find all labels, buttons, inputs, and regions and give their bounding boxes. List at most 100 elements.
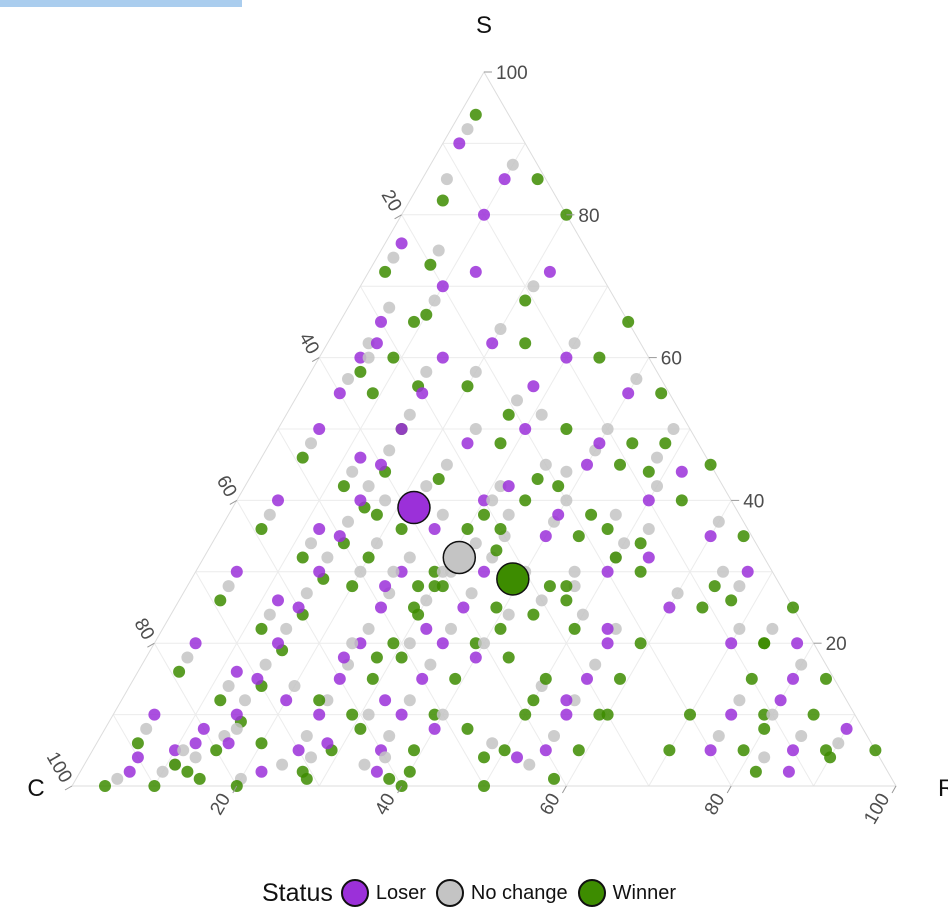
point-winner	[502, 651, 515, 664]
point-loser	[791, 637, 804, 650]
point-loser	[416, 387, 429, 400]
point-loser	[539, 530, 552, 543]
point-no-change	[379, 751, 392, 764]
ternary-plot: 20 20 20 40 40 40 60 60 60 80 80 80 100 100 100 S C R	[27, 12, 948, 828]
point-winner	[519, 294, 532, 307]
point-loser	[148, 708, 161, 721]
point-no-change	[177, 744, 190, 757]
point-winner	[737, 530, 750, 543]
point-winner	[478, 751, 490, 764]
point-winner	[379, 265, 392, 278]
point-no-change	[342, 515, 354, 528]
point-winner	[403, 765, 416, 778]
point-no-change	[239, 694, 251, 707]
point-loser	[222, 737, 235, 750]
point-winner	[296, 551, 309, 564]
point-loser	[601, 622, 614, 635]
point-loser	[272, 637, 284, 650]
tick-label-s: 100	[496, 63, 528, 84]
point-winner	[424, 258, 437, 271]
centroid-winner	[496, 562, 530, 596]
point-winner	[461, 523, 474, 535]
point-no-change	[156, 765, 169, 778]
point-winner	[395, 523, 408, 535]
tick-c	[394, 214, 402, 220]
point-winner	[824, 751, 837, 764]
point-winner	[807, 708, 820, 721]
point-no-change	[667, 423, 680, 435]
point-winner	[214, 694, 227, 707]
point-winner	[296, 765, 309, 778]
point-winner	[749, 765, 762, 778]
tick-label-s: 80	[578, 206, 599, 227]
point-winner	[366, 387, 379, 400]
point-no-change	[461, 123, 474, 136]
tick-label-c: 80	[129, 615, 158, 644]
point-winner	[461, 380, 474, 393]
point-winner	[420, 308, 433, 321]
point-loser	[539, 744, 552, 757]
point-loser	[370, 765, 383, 778]
point-no-change	[300, 587, 313, 600]
point-loser	[337, 651, 350, 664]
point-loser	[169, 744, 181, 757]
grid-line-r	[318, 285, 609, 787]
point-loser	[519, 423, 532, 435]
point-no-change	[445, 622, 457, 635]
point-winner	[383, 772, 396, 785]
grid-line-r	[153, 143, 526, 787]
point-loser	[395, 237, 408, 250]
point-winner	[519, 494, 532, 507]
point-no-change	[436, 708, 449, 721]
point-no-change	[832, 737, 845, 750]
point-winner	[478, 780, 490, 792]
point-winner	[531, 173, 544, 186]
point-loser	[787, 672, 799, 685]
point-loser	[379, 580, 392, 593]
point-loser	[704, 530, 717, 543]
point-loser	[560, 694, 573, 707]
grid-line-c	[112, 714, 155, 787]
point-no-change	[733, 580, 746, 593]
point-loser	[560, 351, 573, 364]
point-winner	[626, 437, 639, 450]
point-winner	[614, 458, 626, 471]
point-no-change	[568, 337, 581, 350]
point-winner	[787, 601, 799, 614]
point-no-change	[305, 751, 317, 764]
point-loser	[704, 744, 717, 757]
centroid-points	[397, 490, 530, 596]
point-no-change	[535, 408, 548, 421]
tick-label-c: 60	[212, 472, 241, 501]
tick-c	[147, 642, 155, 648]
point-loser	[543, 265, 556, 278]
point-winner	[478, 508, 490, 521]
point-no-change	[766, 622, 779, 635]
point-no-change	[321, 694, 334, 707]
point-no-change	[469, 537, 482, 550]
point-loser	[782, 765, 795, 778]
tick-label-s: 20	[826, 634, 847, 655]
point-no-change	[362, 337, 375, 350]
point-winner	[655, 387, 668, 400]
point-winner	[436, 580, 449, 593]
tick-c	[311, 357, 320, 363]
point-loser	[197, 722, 210, 735]
point-winner	[428, 580, 441, 593]
point-loser	[478, 565, 490, 578]
point-winner	[173, 665, 186, 678]
grid-lines	[71, 70, 897, 787]
point-no-change	[486, 737, 499, 750]
point-loser	[354, 451, 367, 464]
point-loser	[123, 765, 136, 778]
point-winner	[131, 737, 144, 750]
point-no-change	[766, 708, 779, 721]
point-winner	[255, 523, 268, 535]
point-no-change	[469, 365, 482, 378]
point-winner	[461, 722, 474, 735]
tick-r	[561, 785, 567, 794]
point-loser	[375, 458, 387, 471]
point-winner	[362, 551, 375, 564]
point-loser	[428, 722, 441, 735]
point-no-change	[288, 680, 301, 692]
